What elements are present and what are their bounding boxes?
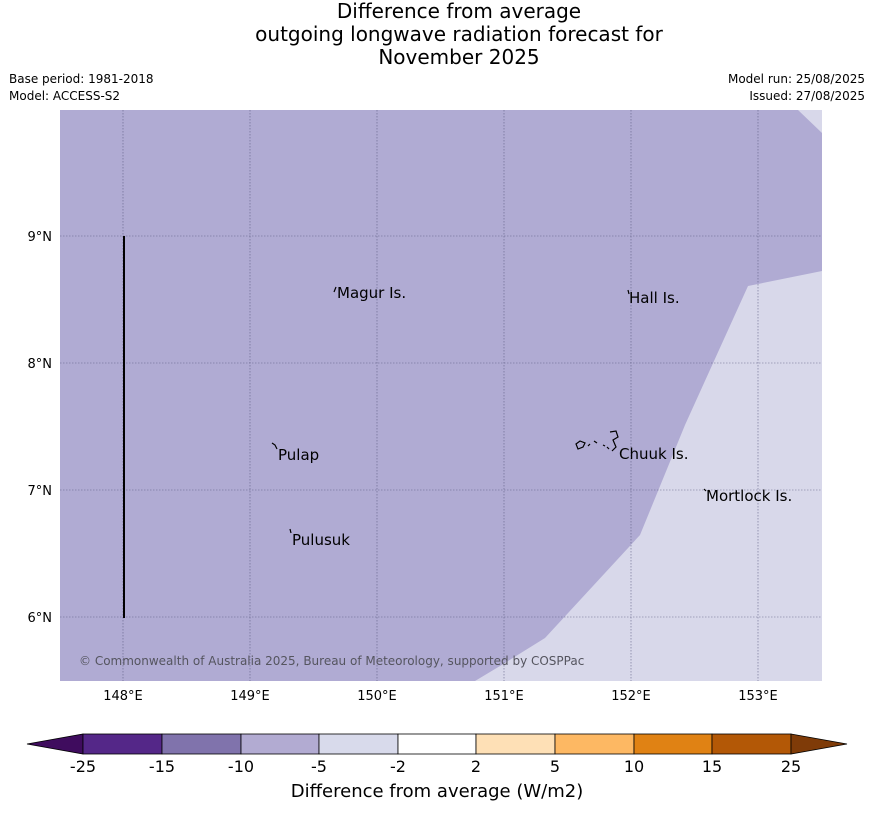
colorbar-extend-low: [26, 733, 84, 755]
island-chuuk-3: [593, 440, 598, 444]
title-line-3: November 2025: [378, 45, 540, 69]
island-chuuk-6: [606, 446, 610, 450]
colorbar-segment-3: [240, 733, 320, 755]
colorbar-tick-2: -15: [149, 757, 175, 776]
island-chuuk-2: [587, 443, 591, 447]
lat-label-7n: 7°N: [28, 484, 53, 499]
map-area-weak-negative-corner: [798, 110, 822, 133]
place-mortlock: Mortlock Is.: [706, 487, 792, 505]
colorbar-segment-6: [475, 733, 556, 755]
place-pulap: Pulap: [278, 446, 319, 464]
copyright-notice: © Commonwealth of Australia 2025, Bureau…: [79, 654, 584, 668]
colorbar-segment-8: [633, 733, 713, 755]
colorbar-segment-9: [711, 733, 792, 755]
lon-label-149e: 149°E: [230, 689, 270, 704]
model-run: Model run: 25/08/2025: [727, 72, 865, 86]
colorbar-segment-4: [318, 733, 399, 755]
colorbar: -25 -15 -10 -5 -2 2 5 10 15 25 Differenc…: [26, 733, 848, 802]
lon-label-151e: 151°E: [484, 689, 524, 704]
colorbar-segment-1: [82, 733, 163, 755]
colorbar-extend-high: [790, 733, 848, 755]
colorbar-tick-6: 2: [471, 757, 481, 776]
meta-left: Base period: 1981-2018 Model: ACCESS-S2: [9, 71, 154, 105]
map-area-weak-negative: [475, 271, 822, 681]
island-chuuk-1: [575, 440, 586, 450]
place-hall: Hall Is.: [629, 289, 680, 307]
lat-label-8n: 8°N: [28, 357, 53, 372]
lon-label-150e: 150°E: [357, 689, 397, 704]
island-mortlock: [703, 488, 707, 492]
lon-label-148e: 148°E: [103, 689, 143, 704]
colorbar-tick-5: -2: [390, 757, 406, 776]
meta-right: Model run: 25/08/2025 Issued: 27/08/2025: [728, 71, 865, 105]
colorbar-tick-9: 15: [702, 757, 722, 776]
island-pulap: [271, 442, 278, 450]
lon-label-153e: 153°E: [738, 689, 778, 704]
lat-label-6n: 6°N: [28, 611, 53, 626]
colorbar-tick-7: 5: [550, 757, 560, 776]
colorbar-segment-7: [554, 733, 635, 755]
model-name: Model: ACCESS-S2: [9, 89, 121, 103]
island-magur: [333, 286, 337, 293]
issued-date: Issued: 27/08/2025: [749, 89, 865, 103]
place-magur: Magur Is.: [337, 284, 406, 302]
title-line-1: Difference from average: [336, 0, 582, 23]
colorbar-tick-8: 10: [624, 757, 644, 776]
island-pulusuk: [289, 528, 292, 534]
title-line-2: outgoing longwave radiation forecast for: [255, 22, 663, 46]
island-outlines: [271, 286, 707, 534]
colorbar-tick-4: -5: [311, 757, 327, 776]
lat-label-9n: 9°N: [28, 230, 53, 245]
colorbar-tick-1: -25: [70, 757, 96, 776]
lon-label-152e: 152°E: [611, 689, 651, 704]
place-chuuk: Chuuk Is.: [619, 445, 688, 463]
colorbar-label: Difference from average (W/m2): [291, 781, 583, 802]
island-chuuk-4: [602, 444, 606, 447]
colorbar-segment-5: [397, 733, 477, 755]
base-period: Base period: 1981-2018: [9, 72, 154, 86]
colorbar-tick-3: -10: [228, 757, 254, 776]
colorbar-segment-2: [161, 733, 242, 755]
island-hall: [627, 289, 630, 295]
island-chuuk-5: [609, 430, 619, 452]
place-pulusuk: Pulusuk: [292, 531, 350, 549]
chart-title: Difference from average outgoing longwav…: [0, 0, 873, 69]
colorbar-tick-10: 25: [781, 757, 801, 776]
